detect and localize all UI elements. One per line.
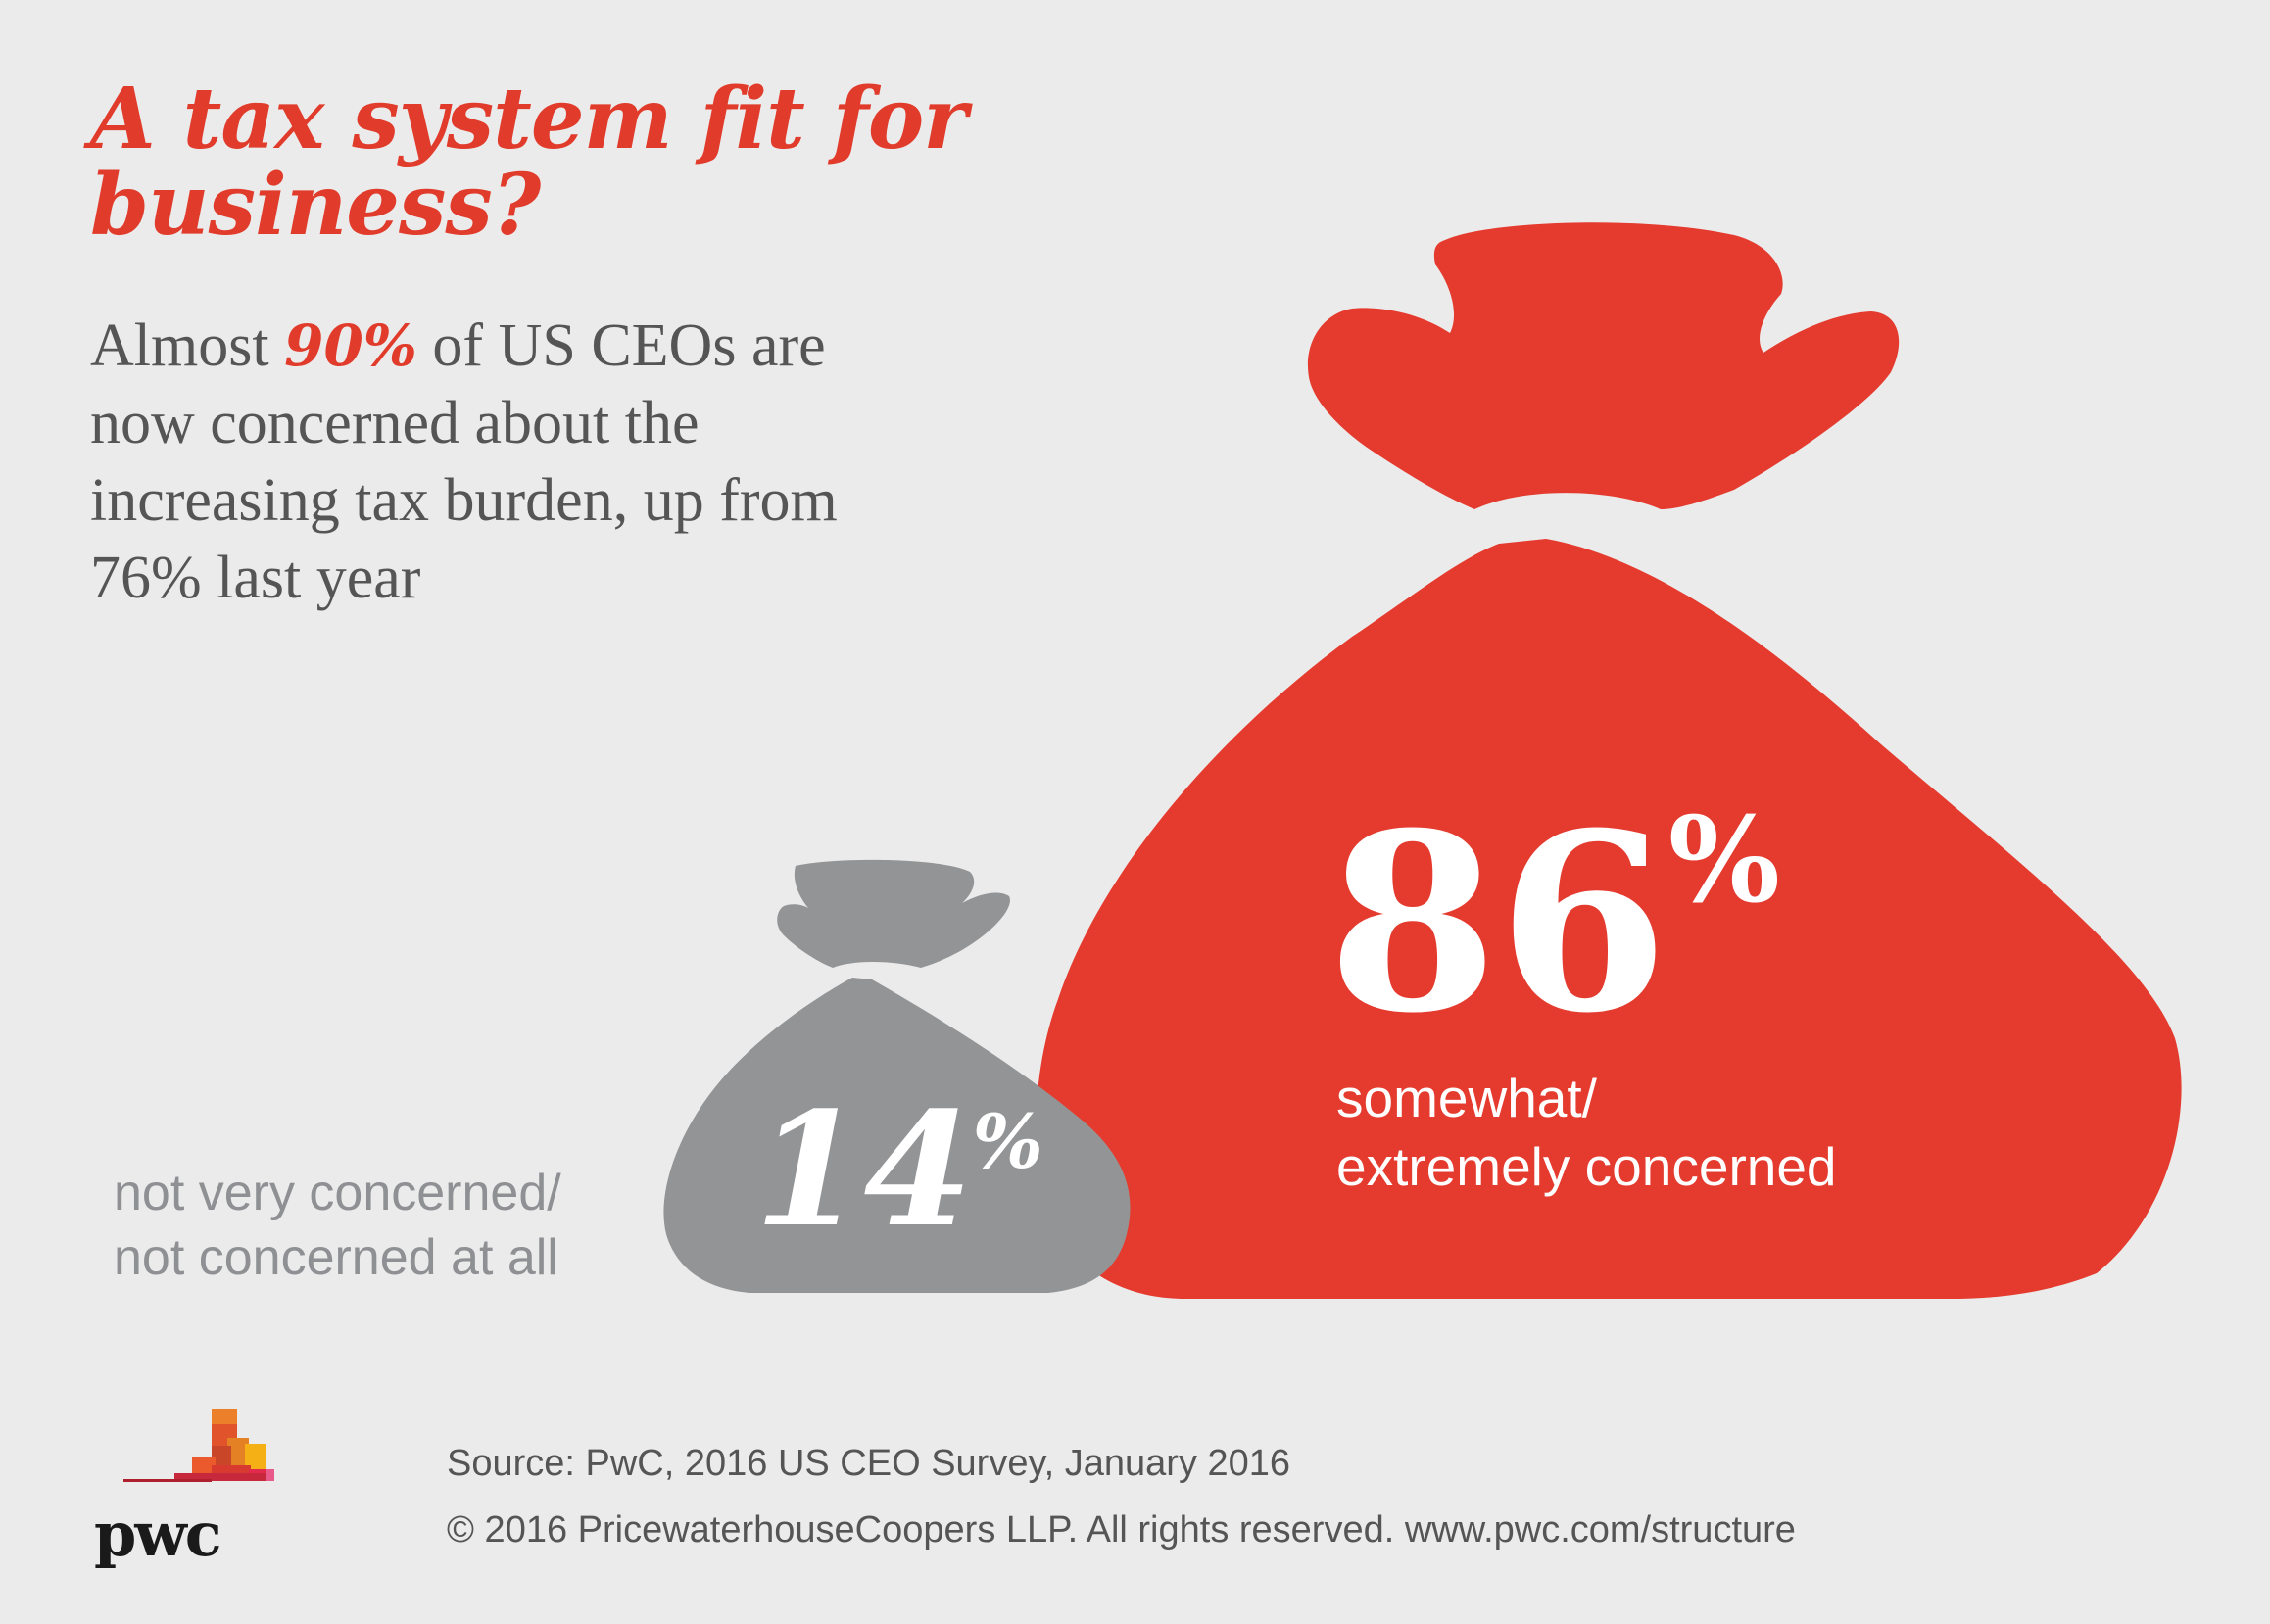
category-label-not-concerned: not very concerned/ not concerned at all [114, 1161, 701, 1290]
title-line-1: A tax system fit for [90, 70, 968, 168]
value-number-14: 14 [754, 1077, 973, 1262]
bag-gray [663, 859, 1131, 1293]
category-label-concerned-line-1: somewhat/ [1336, 1068, 1597, 1128]
value-label-86: 86% [1328, 779, 1780, 1067]
category-label-not-concerned-line-2: not concerned at all [114, 1229, 558, 1286]
value-unit-86: % [1668, 791, 1780, 930]
bag-gray-top [777, 859, 1010, 968]
subtitle-suffix: of US CEOs are [416, 312, 826, 379]
footer: Source: PwC, 2016 US CEO Survey, January… [447, 1430, 2210, 1563]
source-note: Source: PwC, 2016 US CEO Survey, January… [447, 1443, 1291, 1484]
subtitle-prefix: Almost [90, 312, 285, 379]
subtitle-line-3: increasing tax burden, up from [90, 467, 838, 534]
pwc-logo-text: pwc [94, 1499, 221, 1570]
pwc-logo: pwc [94, 1409, 280, 1565]
value-number-86: 86 [1328, 779, 1668, 1067]
subtitle-line-1: Almost 90% of US CEOs are [90, 308, 1031, 385]
subtitle: Almost 90% of US CEOs are now concerned … [90, 308, 1031, 617]
copyright-note: © 2016 PricewaterhouseCoopers LLP. All r… [447, 1509, 1796, 1551]
bag-red-top [1307, 222, 1900, 509]
title-line-2: business? [90, 156, 541, 255]
value-label-14: 14% [754, 1077, 1043, 1262]
subtitle-line-4: 76% last year [90, 545, 421, 611]
category-label-concerned: somewhat/ extremely concerned [1336, 1064, 2022, 1201]
highlight-value: 90% [284, 312, 417, 379]
category-label-not-concerned-line-1: not very concerned/ [114, 1165, 561, 1221]
bag-red-body [1036, 539, 2182, 1299]
chart-title: A tax system fit for business? [90, 76, 1070, 249]
pwc-logo-mark [123, 1409, 274, 1482]
bag-red [1036, 222, 2182, 1299]
category-label-concerned-line-2: extremely concerned [1336, 1136, 1837, 1197]
value-unit-14: % [973, 1098, 1043, 1185]
bag-gray-body [663, 978, 1131, 1293]
subtitle-line-2: now concerned about the [90, 390, 700, 456]
